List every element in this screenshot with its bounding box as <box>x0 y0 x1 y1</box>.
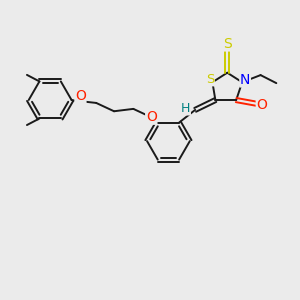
Text: O: O <box>146 110 157 124</box>
Text: H: H <box>181 102 190 115</box>
Text: O: O <box>256 98 267 112</box>
Text: N: N <box>240 73 250 87</box>
Text: O: O <box>75 89 86 103</box>
Text: S: S <box>206 73 214 86</box>
Text: S: S <box>223 37 232 51</box>
